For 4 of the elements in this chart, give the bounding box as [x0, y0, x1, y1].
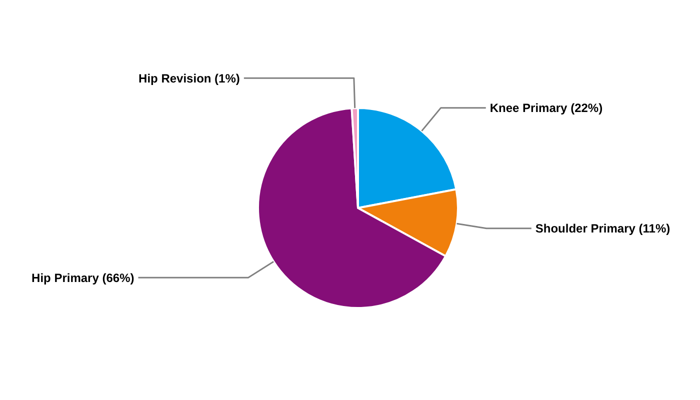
slice-label: Shoulder Primary (11%) — [535, 222, 670, 236]
slice-label: Hip Revision (1%) — [138, 71, 240, 86]
slice-label: Knee Primary (22%) — [490, 101, 603, 116]
slice-label: Hip Primary (66%) — [32, 270, 134, 285]
